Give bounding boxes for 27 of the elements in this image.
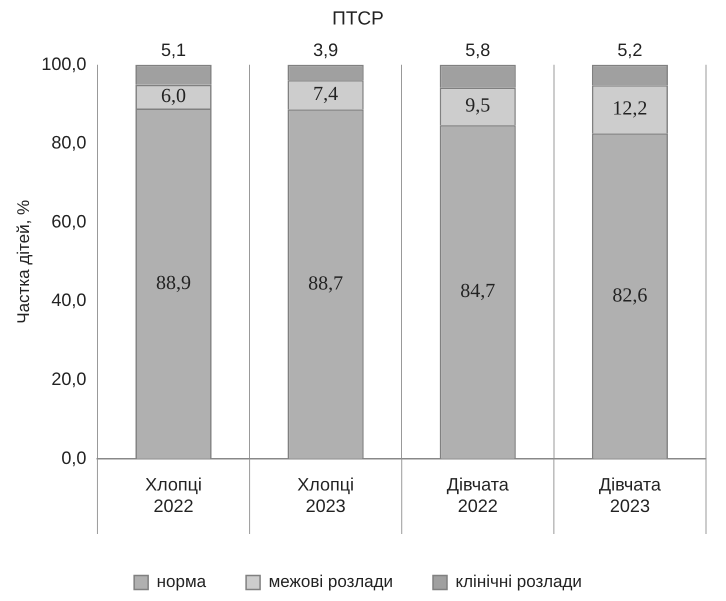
data-label: 84,7 (460, 280, 496, 302)
legend-label: межові розлади (268, 572, 394, 592)
data-label: 5,8 (465, 40, 490, 60)
x-tick-label: Хлопці 2022 (145, 474, 202, 516)
data-label: 82,6 (612, 284, 648, 306)
x-tick-label: Дівчата 2022 (446, 474, 510, 516)
data-label: 9,5 (465, 94, 490, 117)
data-label: 12,2 (612, 98, 648, 120)
y-tick-label: 40,0 (51, 290, 86, 310)
y-axis-title: Частка дітей, % (14, 200, 33, 324)
y-tick-label: 20,0 (51, 368, 86, 389)
y-tick-label: 100,0 (41, 54, 86, 74)
y-tick-label: 0,0 (61, 448, 86, 468)
data-label: 3,9 (313, 40, 338, 60)
legend-label: норма (156, 572, 207, 592)
chart-title: ПТСР (332, 8, 384, 30)
data-label: 7,4 (313, 82, 338, 105)
data-label: 5,2 (617, 40, 642, 60)
x-tick-label: Хлопці 2023 (297, 474, 354, 516)
x-tick-label: Дівчата 2023 (598, 474, 662, 516)
data-label: 88,9 (156, 272, 192, 294)
y-tick-label: 80,0 (51, 132, 86, 153)
data-label: 88,7 (308, 272, 344, 294)
data-label: 6,0 (161, 84, 186, 107)
data-label: 5,1 (161, 40, 186, 60)
legend-label: клінічні розлади (456, 572, 582, 592)
y-tick-label: 60,0 (51, 211, 86, 232)
